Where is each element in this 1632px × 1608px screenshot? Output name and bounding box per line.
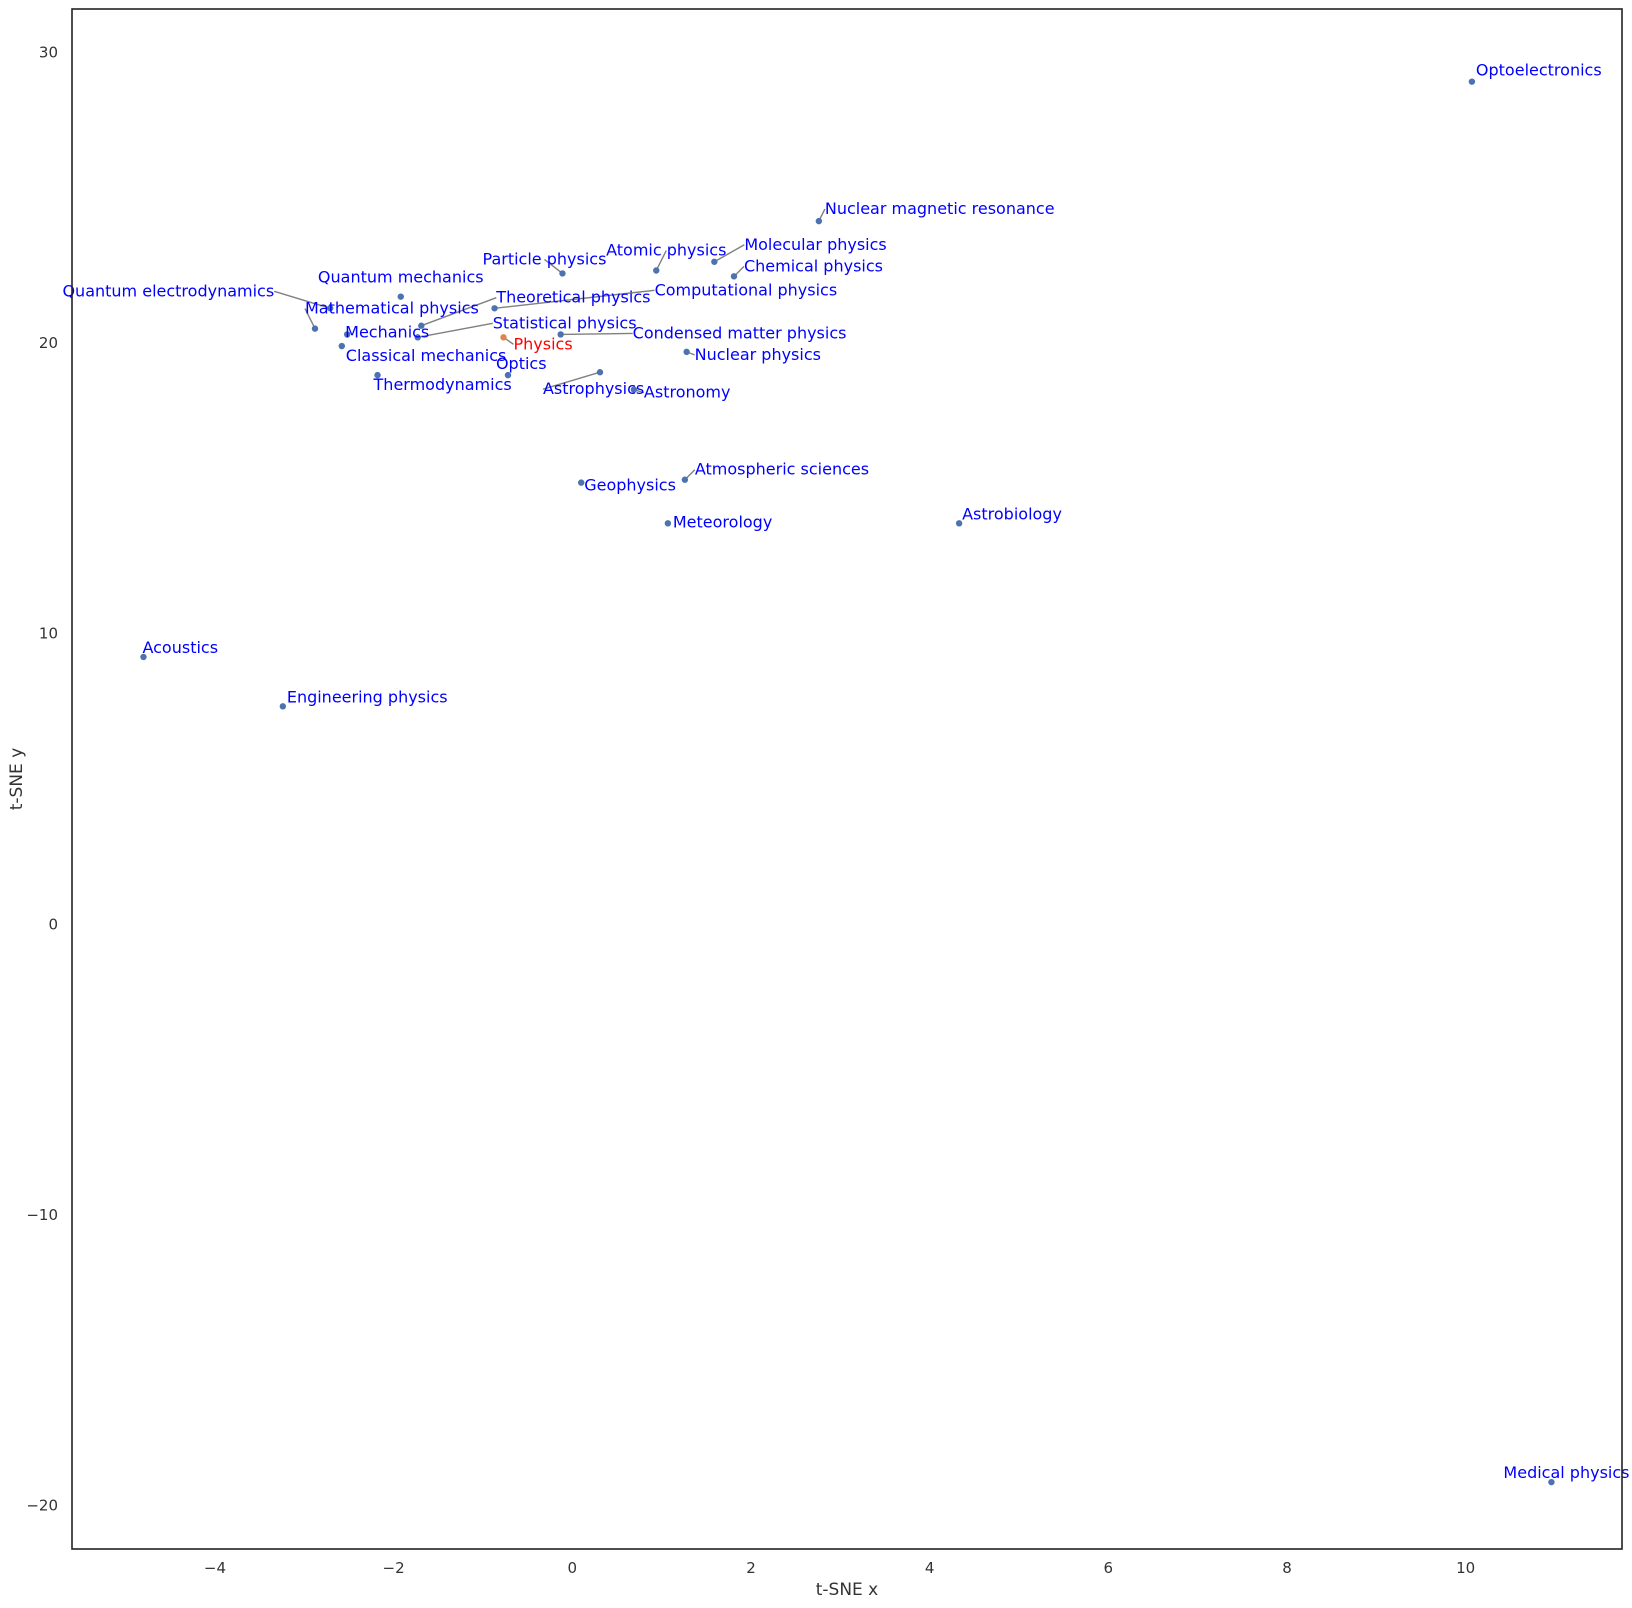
point-mathematical-physics — [311, 325, 319, 332]
point-astronomy — [630, 386, 638, 393]
point-label-nuclear-magnetic-resonance: Nuclear magnetic resonance — [825, 199, 1055, 218]
y-axis-label: t-SNE y — [7, 748, 27, 811]
point-label-quantum-electrodynamics: Quantum electrodynamics — [62, 281, 274, 300]
point-label-astronomy: Astronomy — [644, 383, 731, 402]
point-acoustics — [140, 653, 147, 661]
leader-line-astrophysics — [542, 371, 601, 390]
point-label-astrobiology: Astrobiology — [962, 504, 1062, 523]
point-label-classical-mechanics: Classical mechanics — [346, 346, 507, 365]
y-axis-ticks: −20 −10 0 10 20 30 — [26, 44, 58, 1515]
leader-line-quantum-electrodynamics — [273, 290, 331, 309]
point-thermodynamics — [374, 371, 381, 379]
point-label-optoelectronics: Optoelectronics — [1476, 61, 1602, 80]
point-nuclear-physics — [683, 348, 690, 356]
point-nuclear-magnetic-resonance — [815, 217, 823, 225]
point-label-acoustics: Acoustics — [142, 638, 218, 657]
point-label-particle-physics: Particle physics — [483, 249, 607, 268]
point-label-nuclear-physics: Nuclear physics — [695, 345, 821, 364]
point-label-chemical-physics: Chemical physics — [744, 256, 883, 275]
point-particle-physics — [559, 270, 566, 277]
point-optics — [504, 371, 512, 379]
point-label-physics: Physics — [513, 334, 572, 353]
point-label-medical-physics: Medical physics — [1503, 1463, 1629, 1482]
leader-line-statistical-physics — [417, 322, 493, 339]
leader-line-molecular-physics — [713, 244, 745, 263]
point-label-theoretical-physics: Theoretical physics — [495, 288, 650, 307]
point-computational-physics — [491, 305, 498, 312]
leader-line-computational-physics — [494, 289, 655, 309]
point-condensed-matter-physics — [557, 331, 564, 338]
leader-line-theoretical-physics — [421, 297, 497, 327]
point-astrobiology — [955, 520, 963, 527]
y-tick-label: −20 — [26, 1496, 58, 1514]
point-label-molecular-physics: Molecular physics — [744, 235, 886, 254]
point-statistical-physics — [414, 334, 421, 341]
point-optoelectronics — [1468, 78, 1476, 85]
point-label-optics: Optics — [496, 354, 547, 373]
point-atmospheric-sciences — [681, 476, 689, 483]
point-label-computational-physics: Computational physics — [655, 280, 838, 299]
point-medical-physics — [1548, 1478, 1555, 1486]
y-tick-label: −10 — [26, 1206, 58, 1224]
point-label-geophysics: Geophysics — [584, 476, 676, 495]
point-mechanics — [343, 331, 351, 338]
point-labels: Optoelectronics Nuclear magnetic resonanc… — [62, 61, 1629, 1483]
x-tick-label: 10 — [1456, 1559, 1475, 1577]
leader-line-atomic-physics — [655, 250, 667, 271]
point-label-atmospheric-sciences: Atmospheric sciences — [695, 460, 869, 479]
x-axis-ticks: −4 −2 0 2 4 6 8 10 — [204, 1559, 1475, 1577]
point-label-astrophysics: Astrophysics — [543, 379, 644, 398]
point-classical-mechanics — [338, 342, 345, 350]
y-tick-label: 20 — [39, 334, 58, 352]
x-tick-label: −2 — [383, 1559, 405, 1577]
point-label-meteorology: Meteorology — [673, 512, 772, 531]
y-tick-label: 10 — [39, 625, 58, 643]
leader-line-condensed-matter-physics — [560, 332, 633, 336]
x-tick-label: 6 — [1104, 1559, 1114, 1577]
point-label-quantum-mechanics: Quantum mechanics — [318, 268, 484, 287]
point-label-mathematical-physics: Mathematical physics — [305, 299, 479, 318]
x-tick-label: 4 — [925, 1559, 935, 1577]
leader-line-mathematical-physics — [304, 308, 316, 329]
x-tick-label: −4 — [204, 1559, 226, 1577]
point-label-mechanics: Mechanics — [345, 322, 429, 341]
point-label-atomic-physics: Atomic physics — [606, 241, 726, 260]
y-tick-label: 0 — [48, 915, 58, 933]
leader-line-particle-physics — [544, 258, 563, 274]
point-quantum-mechanics — [397, 293, 404, 300]
point-label-engineering-physics: Engineering physics — [287, 687, 448, 706]
point-meteorology — [664, 520, 672, 527]
x-tick-label: 8 — [1282, 1559, 1292, 1577]
point-label-statistical-physics: Statistical physics — [493, 313, 637, 332]
point-engineering-physics — [279, 703, 287, 710]
point-astrophysics — [596, 369, 604, 376]
point-quantum-electrodynamics — [326, 305, 334, 312]
data-points — [140, 78, 1555, 1486]
y-tick-label: 30 — [39, 44, 58, 62]
plot-frame — [71, 8, 1623, 1550]
point-atomic-physics — [653, 267, 660, 274]
point-physics — [500, 334, 507, 341]
point-molecular-physics — [711, 258, 718, 265]
x-tick-label: 0 — [568, 1559, 578, 1577]
x-axis-label: t-SNE x — [816, 1580, 879, 1600]
point-chemical-physics — [730, 273, 738, 280]
point-label-condensed-matter-physics: Condensed matter physics — [633, 323, 847, 342]
point-label-thermodynamics: Thermodynamics — [373, 375, 512, 394]
point-geophysics — [578, 479, 585, 486]
x-tick-label: 2 — [746, 1559, 756, 1577]
point-theoretical-physics — [418, 322, 425, 329]
